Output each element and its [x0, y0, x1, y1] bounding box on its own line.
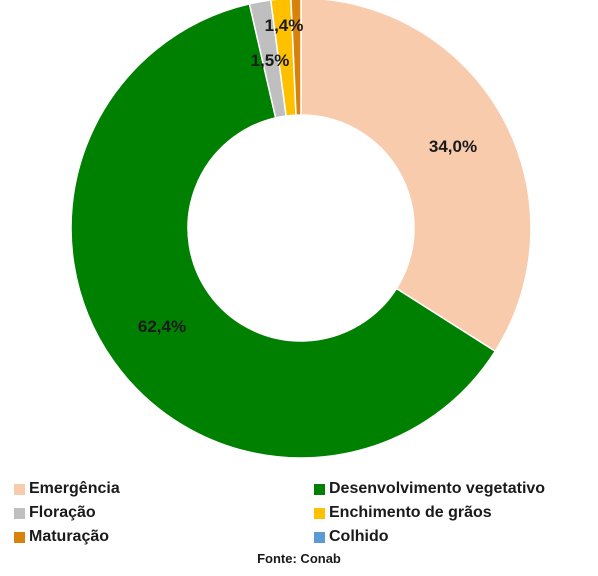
legend-swatch [14, 531, 25, 543]
legend-item-maturacao: Maturação [14, 526, 314, 548]
legend-label: Colhido [329, 528, 389, 545]
donut-chart: 34,0% 62,4% 1,5% 1,4% [70, 0, 532, 459]
data-label-floracao: 1,5% [251, 51, 290, 70]
legend-swatch [314, 507, 325, 519]
legend-label: Desenvolvimento vegetativo [329, 480, 546, 497]
legend-label: Enchimento de grãos [329, 504, 492, 521]
data-label-emergencia: 34,0% [429, 137, 477, 156]
legend-item-enchimento-de-graos: Enchimento de grãos [314, 502, 594, 524]
legend-label: Emergência [29, 480, 120, 497]
data-label-desenvolvimento-vegetativo: 62,4% [138, 317, 186, 336]
legend-swatch [14, 483, 25, 495]
legend-swatch [314, 483, 325, 495]
slice-emergencia [300, 0, 532, 353]
slice-desenvolvimento-vegetativo [70, 2, 497, 459]
legend-item-emergencia: Emergência [14, 478, 314, 500]
legend-item-colhido: Colhido [314, 526, 594, 548]
legend-item-floracao: Floração [14, 502, 314, 524]
legend-label: Maturação [29, 528, 110, 545]
legend-item-desenvolvimento-vegetativo: Desenvolvimento vegetativo [314, 478, 594, 500]
data-label-enchimento-de-graos: 1,4% [265, 16, 304, 35]
legend-swatch [314, 531, 325, 543]
legend-swatch [14, 507, 25, 519]
legend: Emergência Desenvolvimento vegetativo Fl… [14, 478, 594, 548]
source-note: Fonte: Conab [257, 551, 341, 566]
legend-label: Floração [29, 504, 96, 521]
slice-maturacao [290, 0, 302, 116]
